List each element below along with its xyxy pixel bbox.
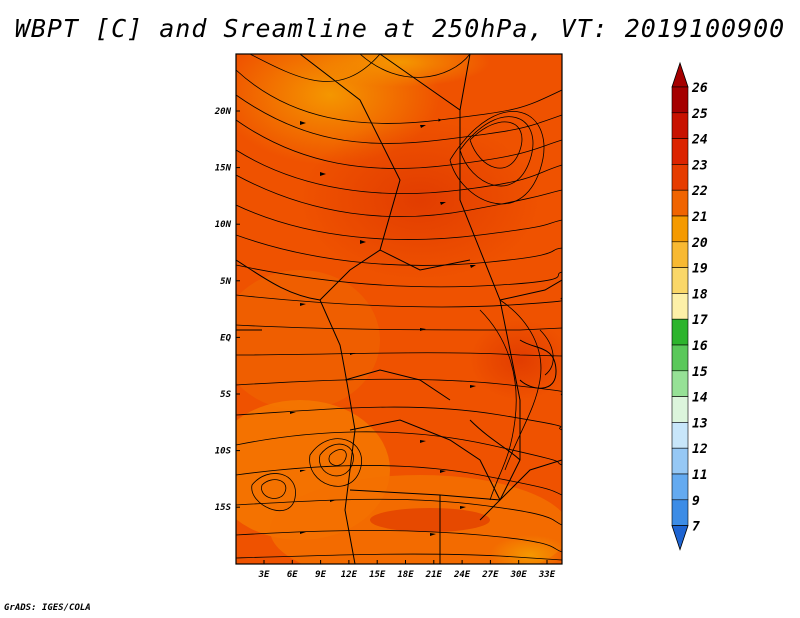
lat-label: EQ <box>220 333 231 343</box>
lat-label: 5N <box>220 277 231 287</box>
colorbar-label: 25 <box>691 107 708 122</box>
latitude-axis: 20N 15N 10N 5N EQ 5S 10S 15S <box>214 107 232 513</box>
longitude-axis: 3E 6E 9E 12E 15E 18E 21E 24E 27E 30E 33E <box>258 570 556 580</box>
figure-title: WBPT [C] and Sreamline at 250hPa, VT: 20… <box>14 14 786 43</box>
lon-label: 6E <box>287 570 298 580</box>
colorbar-segment <box>671 447 689 475</box>
lon-label: 12E <box>341 570 358 580</box>
lon-label: 27E <box>481 570 499 580</box>
colorbar-segment <box>671 112 689 139</box>
lon-label: 21E <box>425 570 443 580</box>
colorbar-segment <box>671 370 689 397</box>
colorbar-label: 26 <box>691 81 708 96</box>
lon-label: 30E <box>510 570 528 580</box>
colorbar-label: 21 <box>691 210 708 225</box>
lon-label: 3E <box>258 570 270 580</box>
colorbar-label: 13 <box>692 416 708 431</box>
colorbar-label: 22 <box>691 184 708 199</box>
colorbar <box>671 61 689 551</box>
colorbar-bottom-cap <box>671 525 689 551</box>
colorbar-segment <box>671 499 689 526</box>
colorbar-segment <box>671 86 689 114</box>
colorbar-segment <box>671 473 689 501</box>
lat-label: 15N <box>215 164 232 174</box>
colorbar-segment <box>671 422 689 449</box>
footer-credit: GrADS: IGES/COLA <box>4 603 91 613</box>
colorbar-segment <box>671 215 689 243</box>
colorbar-label: 19 <box>692 262 708 277</box>
colorbar-label: 20 <box>691 236 708 251</box>
stream-arrows <box>290 121 476 536</box>
map-frame <box>235 53 563 565</box>
colorbar-label: 17 <box>692 313 708 328</box>
lon-label: 33E <box>538 570 556 580</box>
axis-ticks <box>236 110 548 564</box>
colorbar-segment <box>671 293 689 320</box>
lon-label: 9E <box>315 570 326 580</box>
lat-label: 15S <box>215 503 232 513</box>
colorbar-segment <box>671 344 689 372</box>
colorbar-segment <box>671 164 689 191</box>
country-boundaries <box>236 54 562 564</box>
colorbar-label: 16 <box>692 339 708 354</box>
colorbar-segment <box>671 396 689 423</box>
colorbar-labels: 26 25 24 23 22 21 20 19 18 17 16 15 14 13 12 11 9 7 <box>691 81 708 535</box>
colorbar-segment <box>671 241 689 268</box>
lat-label: 10N <box>215 220 232 230</box>
colorbar-label: 14 <box>692 391 708 406</box>
colorbar-label: 12 <box>692 442 708 457</box>
lon-label: 18E <box>397 570 414 580</box>
lon-label: 24E <box>453 570 471 580</box>
colorbar-segment <box>671 138 689 165</box>
temperature-shading <box>236 54 562 564</box>
lon-label: 15E <box>369 570 386 580</box>
lat-label: 20N <box>214 107 232 117</box>
colorbar-segment <box>671 267 689 294</box>
colorbar-label: 15 <box>692 365 708 380</box>
colorbar-label: 23 <box>691 158 708 173</box>
colorbar-label: 7 <box>692 520 700 535</box>
colorbar-label: 24 <box>691 133 708 148</box>
colorbar-label: 9 <box>692 494 700 509</box>
colorbar-segment <box>671 318 689 346</box>
colorbar-segment <box>671 189 689 217</box>
colorbar-label: 18 <box>692 287 708 302</box>
lat-label: 5S <box>220 390 231 400</box>
lat-label: 10S <box>215 447 232 457</box>
colorbar-top-cap <box>671 61 689 88</box>
colorbar-label: 11 <box>692 468 708 483</box>
streamlines <box>236 54 562 561</box>
